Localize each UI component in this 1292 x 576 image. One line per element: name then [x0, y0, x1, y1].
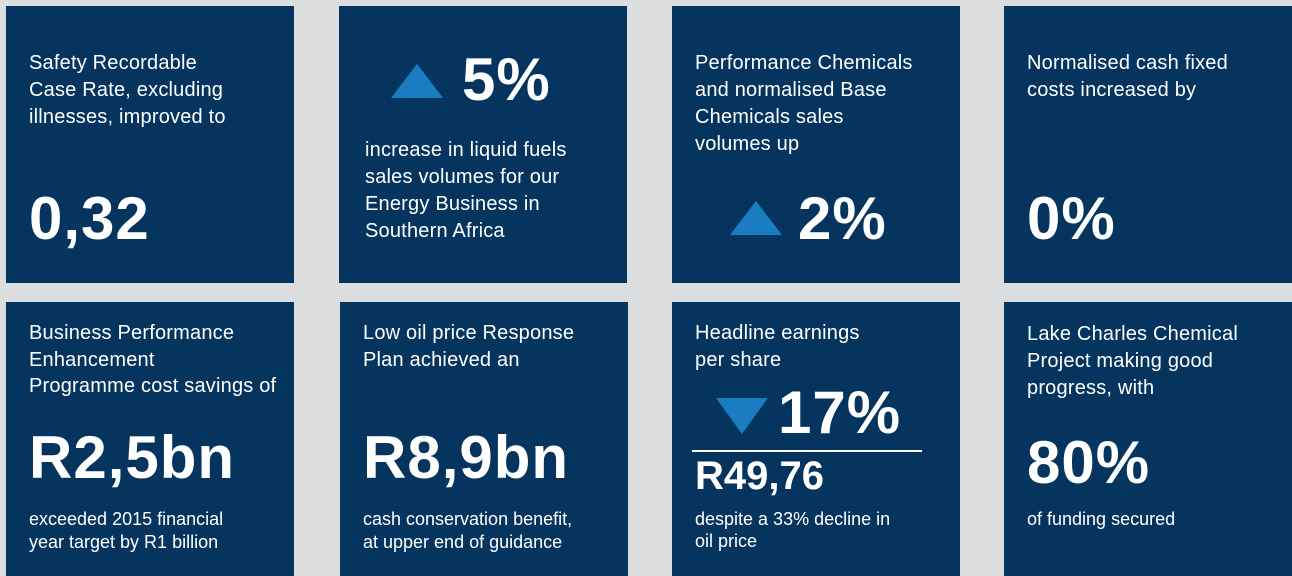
tile: Low oil price Response Plan achieved an … [340, 302, 628, 576]
tile-figure: R8,9bn [363, 424, 570, 491]
label-line: Normalised cash fixed [1027, 52, 1228, 74]
label-line: volumes up [695, 133, 800, 155]
tile-figure: 2% [798, 185, 887, 252]
label-line: per share [695, 348, 782, 371]
label-line: Project making good [1027, 350, 1214, 372]
tile-label: Safety Recordable Case Rate, excluding i… [29, 50, 226, 131]
arrow-up [730, 201, 782, 235]
label-line: Programme cost savings of [29, 375, 277, 397]
tile: 5% increase in liquid fuels sales volume… [339, 6, 627, 283]
label-line: Business Performance [29, 322, 235, 344]
note-line: cash conservation benefit, [363, 509, 573, 529]
label-line: Low oil price Response [363, 322, 575, 344]
tile-label: increase in liquid fuels sales volumes f… [365, 137, 567, 245]
tile: Performance Chemicals and normalised Bas… [672, 6, 960, 283]
tile-figure: 80% [1027, 429, 1151, 496]
label-line: Enhancement [29, 348, 155, 371]
label-line: Southern Africa [365, 220, 505, 242]
note-line: exceeded 2015 financial [29, 509, 224, 529]
label-line: costs increased by [1027, 79, 1197, 101]
label-line: Chemicals sales [695, 106, 844, 128]
note-line: year target by R1 billion [29, 532, 219, 552]
label-line: progress, with [1027, 377, 1155, 399]
note-line: of funding secured [1027, 509, 1176, 529]
label-line: Safety Recordable [29, 52, 197, 74]
label-line: and normalised Base [695, 79, 887, 101]
tile-note: cash conservation benefit, at upper end … [363, 508, 572, 554]
divider [692, 450, 922, 452]
note-line: at upper end of guidance [363, 532, 563, 552]
tile-figure: 0% [1027, 185, 1116, 252]
tile: Normalised cash fixed costs increased by… [1004, 6, 1292, 283]
tile-label: Business Performance Enhancement Program… [29, 320, 276, 400]
label-line: Case Rate, excluding [29, 79, 224, 101]
label-line: Headline earnings [695, 322, 860, 344]
tile-label: Low oil price Response Plan achieved an [363, 320, 574, 373]
label-line: illnesses, improved to [29, 106, 226, 128]
tile-note: despite a 33% decline in oil price [695, 508, 890, 552]
label-line: Lake Charles Chemical [1027, 323, 1238, 345]
note-line: despite a 33% decline in [695, 509, 891, 529]
label-line: Energy Business in [365, 193, 540, 215]
tile-figure: 17% [778, 379, 902, 446]
label-line: sales volumes for our [365, 166, 560, 188]
tile-label: Normalised cash fixed costs increased by [1027, 50, 1228, 104]
label-line: increase in liquid fuels [365, 139, 567, 161]
tile: Headline earnings per share 17% R49,76 d… [672, 302, 960, 576]
tile: Safety Recordable Case Rate, excluding i… [6, 6, 294, 283]
tile-figure: R2,5bn [29, 424, 236, 491]
tile: Lake Charles Chemical Project making goo… [1004, 302, 1292, 576]
arrow-down [716, 398, 768, 434]
tile-figure: 5% [462, 46, 551, 113]
note-line: oil price [695, 531, 758, 551]
tile-subfigure: R49,76 [695, 454, 824, 498]
arrow-up [391, 64, 443, 98]
tile-label: Lake Charles Chemical Project making goo… [1027, 321, 1238, 402]
label-line: Performance Chemicals [695, 52, 913, 74]
tile-note: exceeded 2015 financial year target by R… [29, 508, 223, 554]
tile-figure: 0,32 [29, 185, 150, 252]
label-line: Plan achieved an [363, 348, 520, 371]
tile-label: Performance Chemicals and normalised Bas… [695, 50, 913, 158]
tile-label: Headline earnings per share [695, 320, 860, 373]
tile-note: of funding secured [1027, 508, 1175, 531]
tile: Business Performance Enhancement Program… [6, 302, 294, 576]
